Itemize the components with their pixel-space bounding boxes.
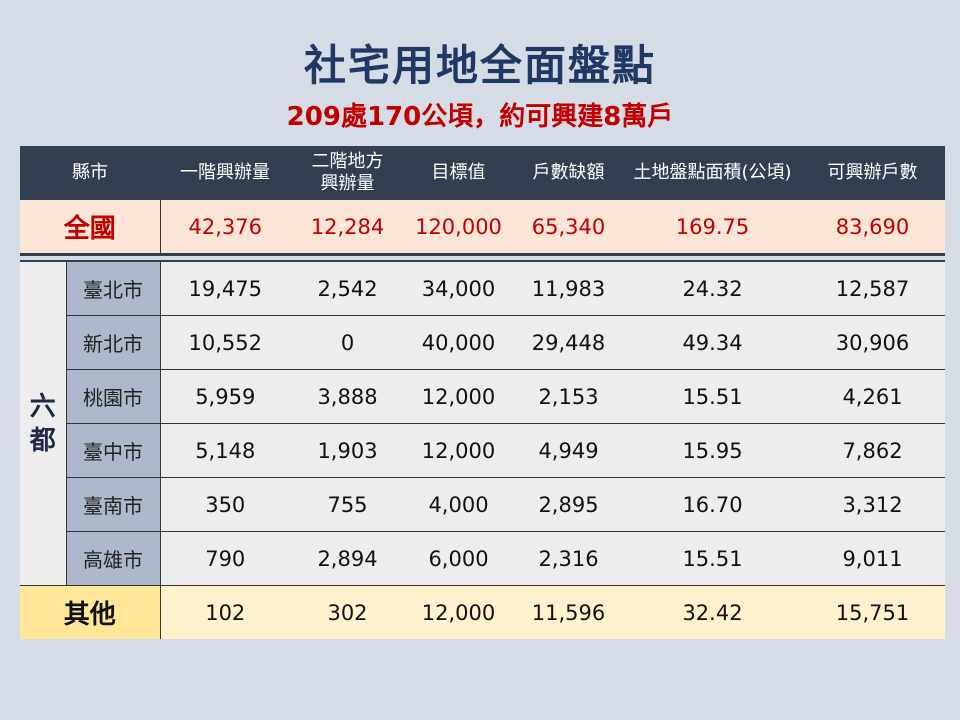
cell: 30,906 [800, 315, 945, 370]
cell: 3,888 [290, 369, 405, 424]
cell: 83,690 [800, 200, 945, 256]
cell: 755 [290, 477, 405, 532]
city-name: 桃園市 [65, 369, 161, 424]
city-row: 六都 臺北市 19,475 2,542 34,000 11,983 24.32 12,587 [20, 261, 945, 586]
other-row: 其他 102 302 12,000 11,596 32.42 15,751 [20, 585, 945, 639]
cell: 102 [160, 585, 290, 639]
cell: 65,340 [512, 200, 625, 256]
cell: 15.51 [625, 531, 800, 586]
cell: 2,894 [290, 531, 405, 586]
city-row: 新北市 10,552 0 40,000 29,448 49.34 30,906 [20, 315, 945, 370]
city-row: 臺中市 5,148 1,903 12,000 4,949 15.95 7,862 [20, 423, 945, 478]
cell: 169.75 [625, 200, 800, 256]
col-header: 一階興辦量 [160, 146, 290, 200]
cell: 34,000 [405, 261, 512, 316]
cell: 40,000 [405, 315, 512, 370]
cell: 15.95 [625, 423, 800, 478]
cell: 5,959 [160, 369, 290, 424]
city-name: 臺南市 [65, 477, 161, 532]
cell: 350 [160, 477, 290, 532]
city-row: 臺南市 350 755 4,000 2,895 16.70 3,312 [20, 477, 945, 532]
city-row: 高雄市 790 2,894 6,000 2,316 15.51 9,011 [20, 531, 945, 586]
city-name: 高雄市 [65, 531, 161, 586]
cell: 9,011 [800, 531, 945, 586]
cell: 24.32 [625, 261, 800, 316]
cell: 10,552 [160, 315, 290, 370]
cell: 1,903 [290, 423, 405, 478]
cell: 2,542 [290, 261, 405, 316]
col-header: 縣市 [20, 146, 160, 200]
cell: 4,261 [800, 369, 945, 424]
cell: 32.42 [625, 585, 800, 639]
cell: 4,949 [512, 423, 625, 478]
national-row: 全國 42,376 12,284 120,000 65,340 169.75 8… [20, 200, 945, 256]
col-header: 二階地方 興辦量 [290, 146, 405, 200]
cell: 16.70 [625, 477, 800, 532]
cell: 302 [290, 585, 405, 639]
col-header: 可興辦戶數 [800, 146, 945, 200]
cell: 2,895 [512, 477, 625, 532]
cell: 3,312 [800, 477, 945, 532]
cell: 0 [290, 315, 405, 370]
six-cities-label: 六都 [20, 261, 66, 586]
cell: 2,316 [512, 531, 625, 586]
cell: 15,751 [800, 585, 945, 639]
row-label: 全國 [20, 200, 161, 256]
cell: 12,587 [800, 261, 945, 316]
city-name: 臺中市 [65, 423, 161, 478]
housing-table: 縣市 一階興辦量 二階地方 興辦量 目標值 戶數缺額 土地盤點面積(公頃) 可興… [20, 146, 945, 639]
six-cities-text: 六都 [29, 391, 56, 456]
cell: 790 [160, 531, 290, 586]
cell: 11,596 [512, 585, 625, 639]
cell: 29,448 [512, 315, 625, 370]
cell: 15.51 [625, 369, 800, 424]
cell: 12,000 [405, 585, 512, 639]
cell: 12,000 [405, 369, 512, 424]
cell: 12,284 [290, 200, 405, 256]
col-header: 戶數缺額 [512, 146, 625, 200]
slide-title: 社宅用地全面盤點 [303, 41, 656, 90]
cell: 5,148 [160, 423, 290, 478]
cell: 7,862 [800, 423, 945, 478]
row-label: 其他 [20, 585, 161, 639]
city-name: 臺北市 [65, 261, 161, 316]
cell: 4,000 [405, 477, 512, 532]
separator [20, 254, 945, 262]
cell: 120,000 [405, 200, 512, 256]
col-header: 目標值 [405, 146, 512, 200]
cell: 42,376 [160, 200, 290, 256]
city-row: 桃園市 5,959 3,888 12,000 2,153 15.51 4,261 [20, 369, 945, 424]
cell: 19,475 [160, 261, 290, 316]
col-header: 土地盤點面積(公頃) [625, 146, 800, 200]
header-row: 縣市 一階興辦量 二階地方 興辦量 目標值 戶數缺額 土地盤點面積(公頃) 可興… [20, 146, 945, 200]
city-name: 新北市 [65, 315, 161, 370]
cell: 12,000 [405, 423, 512, 478]
cell: 49.34 [625, 315, 800, 370]
cell: 11,983 [512, 261, 625, 316]
cell: 6,000 [405, 531, 512, 586]
cell: 2,153 [512, 369, 625, 424]
slide-subtitle: 209處170公頃，約可興建8萬戶 [286, 102, 674, 132]
